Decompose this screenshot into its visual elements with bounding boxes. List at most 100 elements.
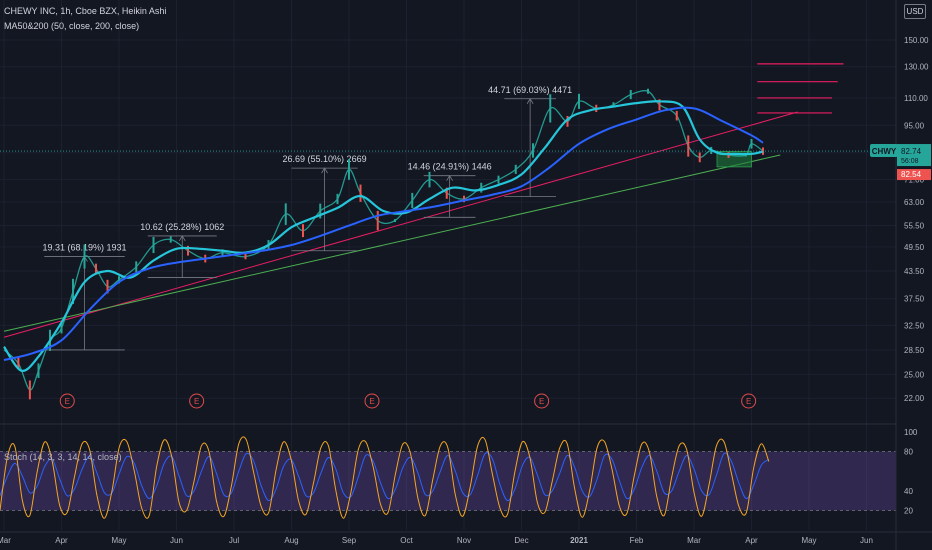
candle-6: [72, 278, 74, 304]
candle-3: [37, 363, 40, 378]
price-tag-value: 82.74: [901, 147, 922, 156]
candle-11: [135, 261, 138, 273]
candle-14: [187, 245, 189, 256]
measure-arrow-2: [321, 167, 328, 174]
chart-title: CHEWY INC, 1h, Cboe BZX, Heikin Ashi: [4, 6, 167, 16]
lower-channel-line: [3, 154, 781, 332]
candle-17: [244, 253, 247, 260]
candle-44: [687, 135, 690, 157]
candle-42: [658, 99, 661, 111]
ma200-line: [3, 106, 764, 361]
symbol-tag-text: CHWY: [872, 147, 897, 156]
ma-indicator-legend[interactable]: MA50&200 (50, close, 200, close): [4, 21, 140, 31]
secondary-tag-bg: [897, 169, 931, 181]
measure-label-3: 14.46 (24.91%) 1446: [408, 162, 492, 172]
time-axis[interactable]: Mar Apr May Jun Jul Aug Sep Oct Nov Dec 2021 Feb Mar…: [0, 531, 932, 545]
x-tick-label-2: May: [111, 536, 126, 545]
candle-26: [394, 219, 396, 223]
x-tick-label-12: Mar: [687, 536, 701, 545]
stoch-d-line: [0, 452, 770, 502]
candle-29: [445, 187, 448, 199]
candle-12: [152, 237, 155, 254]
candle-30: [463, 195, 465, 203]
candle-45: [698, 152, 701, 163]
price-tags: CHWY 82.74 56:08 82.54: [870, 144, 931, 181]
x-tick-label-11: Feb: [630, 536, 644, 545]
candle-43: [675, 110, 678, 121]
x-tick-label-7: Oct: [400, 536, 413, 545]
currency-badge[interactable]: USD: [904, 4, 926, 19]
y-tick-label-7: 55.50: [904, 222, 925, 231]
candle-41: [647, 88, 649, 94]
earnings-marker-1: [189, 393, 205, 409]
candle-8: [95, 263, 97, 275]
x-tick-label-10: 2021: [570, 536, 588, 545]
price-series: [3, 88, 764, 400]
y-tick-label-8: 49.50: [904, 243, 925, 252]
candle-5: [60, 323, 63, 334]
y-tick-label-14: 22.00: [904, 394, 925, 403]
candle-24: [359, 184, 362, 202]
candle-40: [629, 89, 632, 100]
stoch-indicator-legend[interactable]: Stoch (14, 3, 3, 14, 14, close): [4, 452, 122, 462]
candle-49: [750, 138, 753, 149]
candle-2: [28, 380, 31, 400]
y-tick-label-5: 71.00: [904, 176, 925, 185]
earnings-marker-letter-2: E: [369, 397, 374, 406]
x-tick-label-8: Nov: [457, 536, 471, 545]
candle-50: [762, 147, 764, 155]
earnings-marker-3: [534, 393, 550, 409]
x-tick-label-13: Apr: [745, 536, 758, 545]
candle-9: [106, 279, 109, 294]
y-tick-label-2: 110.00: [904, 94, 928, 103]
candle-34: [532, 143, 534, 158]
price-axis[interactable]: 150.00130.00110.0095.0082.0071.0063.0055…: [895, 0, 932, 550]
candle-25: [376, 210, 379, 231]
x-tick-label-9: Dec: [514, 536, 528, 545]
measure-arrow-4: [526, 97, 534, 104]
candle-19: [284, 203, 287, 225]
price-tag-bg: [897, 144, 931, 167]
trend-channels: [0, 111, 896, 338]
x-tick-label-6: Sep: [342, 536, 357, 545]
candle-27: [411, 192, 414, 208]
candle-31: [480, 182, 483, 193]
secondary-tag-value: 82.54: [901, 170, 922, 179]
y-tick-label-1: 130.00: [904, 63, 929, 72]
price-grid: [0, 0, 896, 530]
candle-35: [549, 94, 552, 123]
upper-channel-line: [3, 111, 798, 338]
earnings-marker-2: [364, 393, 380, 409]
candle-7: [83, 244, 86, 269]
earnings-marker-letter-0: E: [65, 397, 70, 406]
candle-10: [118, 276, 120, 284]
y-tick-label-3: 95.00: [904, 121, 925, 130]
x-tick-label-1: Apr: [55, 536, 68, 545]
stoch-k-line: [0, 436, 770, 519]
y-tick-label-12: 28.50: [904, 346, 925, 355]
stoch-axis: 100 80 40 20: [904, 428, 918, 515]
y-tick-label-9: 43.50: [904, 267, 925, 276]
stoch-band-fill: [0, 451, 896, 511]
y-tick-label-6: 63.00: [904, 198, 925, 207]
x-tick-label-15: Jun: [860, 536, 873, 545]
measure-label-4: 44.71 (69.03%) 4471: [488, 85, 572, 95]
candle-37: [578, 93, 580, 109]
x-tick-label-4: Jul: [229, 536, 239, 545]
candle-28: [428, 171, 431, 188]
earnings-marker-letter-3: E: [539, 397, 544, 406]
x-tick-label-3: Jun: [170, 536, 183, 545]
candle-33: [514, 164, 517, 174]
price-axis-panel: [896, 0, 932, 550]
price-candles: [17, 88, 764, 400]
x-tick-label-0: Mar: [0, 536, 11, 545]
stoch-tick-label-3: 20: [904, 506, 913, 515]
earnings-marker-0: [59, 393, 75, 409]
candle-22: [336, 193, 339, 205]
candle-32: [497, 175, 500, 184]
earnings-marker-letter-1: E: [194, 397, 199, 406]
stoch-pane: [0, 423, 932, 519]
measure-label-1: 10.62 (25.28%) 1062: [140, 222, 224, 232]
